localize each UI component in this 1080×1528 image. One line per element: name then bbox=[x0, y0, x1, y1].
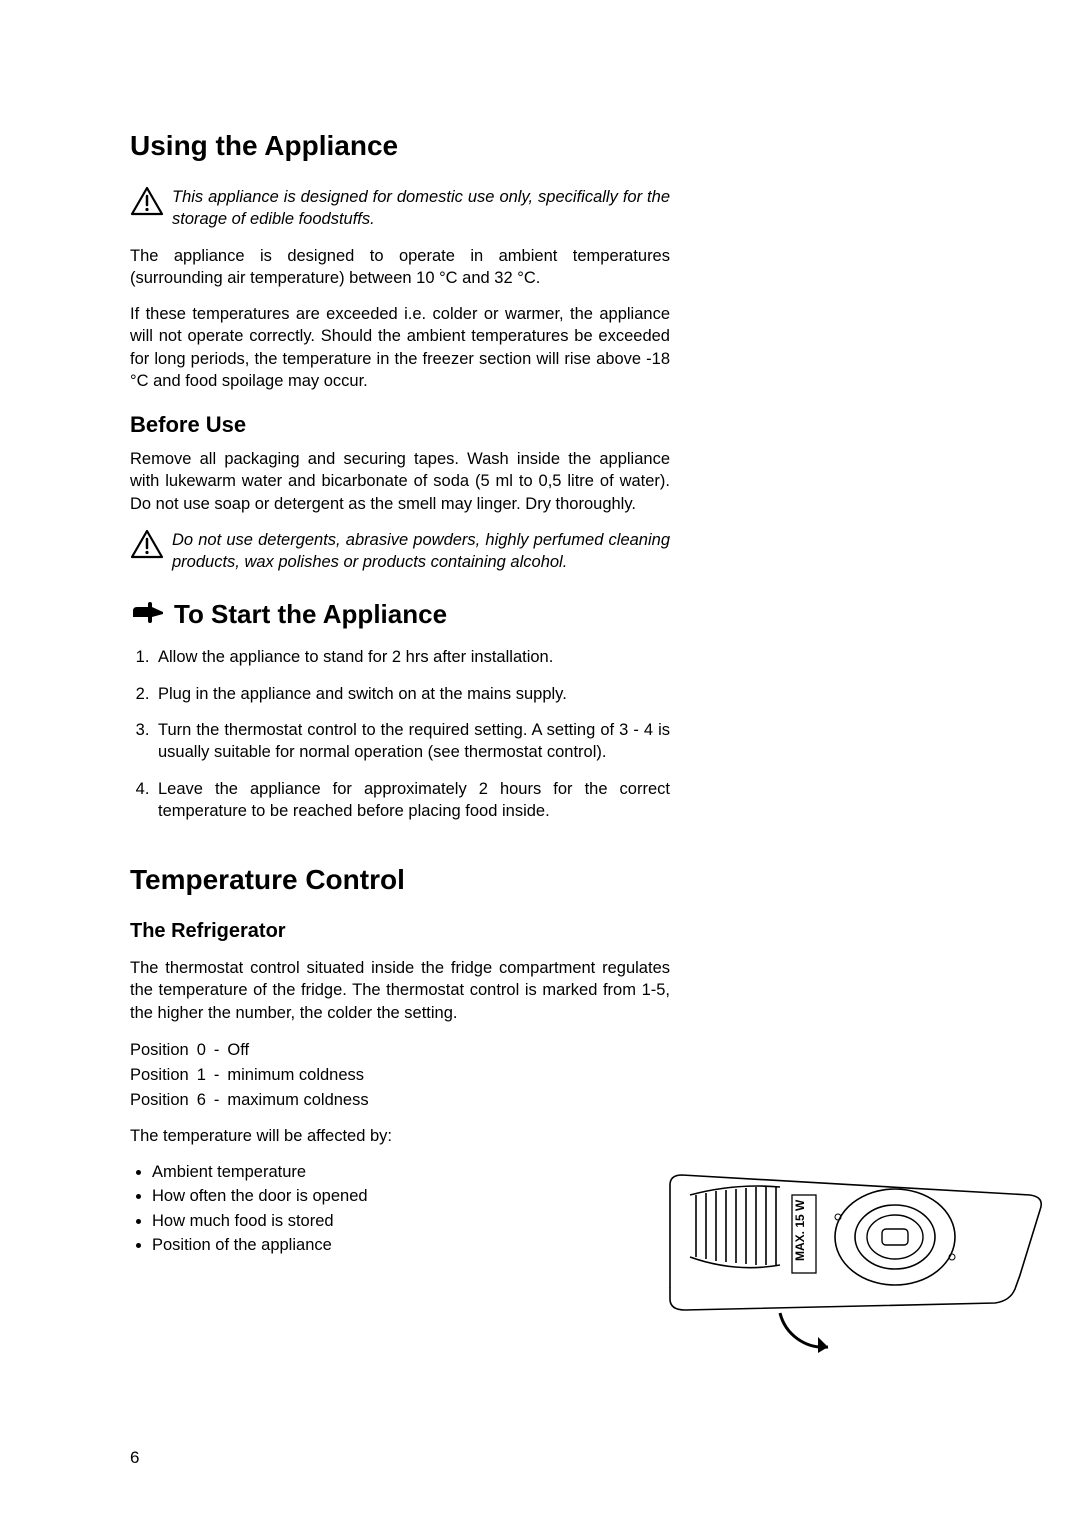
table-row: Position 6 - maximum coldness bbox=[130, 1088, 377, 1113]
list-item: How often the door is opened bbox=[152, 1185, 670, 1207]
list-item: Allow the appliance to stand for 2 hrs a… bbox=[154, 646, 670, 668]
positions-table: Position 0 - Off Position 1 - minimum co… bbox=[130, 1038, 377, 1113]
warning-icon bbox=[130, 529, 172, 574]
pos-dash: - bbox=[214, 1088, 228, 1113]
pos-label: Position bbox=[130, 1063, 197, 1088]
para-temp-exceeded: If these temperatures are exceeded i.e. … bbox=[130, 303, 670, 392]
para-ambient-temp: The appliance is designed to operate in … bbox=[130, 245, 670, 290]
pos-dash: - bbox=[214, 1063, 228, 1088]
warning-domestic-use: This appliance is designed for domestic … bbox=[130, 186, 670, 231]
table-row: Position 1 - minimum coldness bbox=[130, 1063, 377, 1088]
pos-num: 0 bbox=[197, 1038, 214, 1063]
warning-text: Do not use detergents, abrasive powders,… bbox=[172, 529, 670, 574]
thermostat-illustration: MAX. 15 W bbox=[660, 1165, 1050, 1360]
pos-num: 6 bbox=[197, 1088, 214, 1113]
factors-list: Ambient temperature How often the door i… bbox=[130, 1161, 670, 1256]
start-steps-list: Allow the appliance to stand for 2 hrs a… bbox=[130, 646, 670, 822]
pos-val: Off bbox=[227, 1038, 376, 1063]
pos-label: Position bbox=[130, 1038, 197, 1063]
pos-label: Position bbox=[130, 1088, 197, 1113]
pos-num: 1 bbox=[197, 1063, 214, 1088]
section-using-title: Using the Appliance bbox=[130, 130, 670, 162]
list-item: Position of the appliance bbox=[152, 1234, 670, 1256]
hand-pointer-icon bbox=[130, 599, 174, 630]
pos-dash: - bbox=[214, 1038, 228, 1063]
warning-text: This appliance is designed for domestic … bbox=[172, 186, 670, 231]
pos-val: maximum coldness bbox=[227, 1088, 376, 1113]
heading-before-use: Before Use bbox=[130, 412, 670, 438]
list-item: Turn the thermostat control to the requi… bbox=[154, 719, 670, 764]
list-item: Plug in the appliance and switch on at t… bbox=[154, 683, 670, 705]
para-temp-affected: The temperature will be affected by: bbox=[130, 1125, 670, 1147]
list-item: Ambient temperature bbox=[152, 1161, 670, 1183]
warning-icon bbox=[130, 186, 172, 231]
pos-val: minimum coldness bbox=[227, 1063, 376, 1088]
para-before-use: Remove all packaging and securing tapes.… bbox=[130, 448, 670, 515]
heading-refrigerator: The Refrigerator bbox=[130, 920, 670, 943]
heading-to-start-text: To Start the Appliance bbox=[174, 599, 447, 630]
section-temp-control-title: Temperature Control bbox=[130, 864, 670, 896]
list-item: How much food is stored bbox=[152, 1210, 670, 1232]
list-item: Leave the appliance for approximately 2 … bbox=[154, 778, 670, 823]
heading-to-start: To Start the Appliance bbox=[130, 599, 670, 630]
para-thermostat-desc: The thermostat control situated inside t… bbox=[130, 957, 670, 1024]
table-row: Position 0 - Off bbox=[130, 1038, 377, 1063]
warning-detergents: Do not use detergents, abrasive powders,… bbox=[130, 529, 670, 574]
dial-max-label: MAX. 15 W bbox=[793, 1199, 807, 1261]
page-number: 6 bbox=[130, 1448, 139, 1468]
